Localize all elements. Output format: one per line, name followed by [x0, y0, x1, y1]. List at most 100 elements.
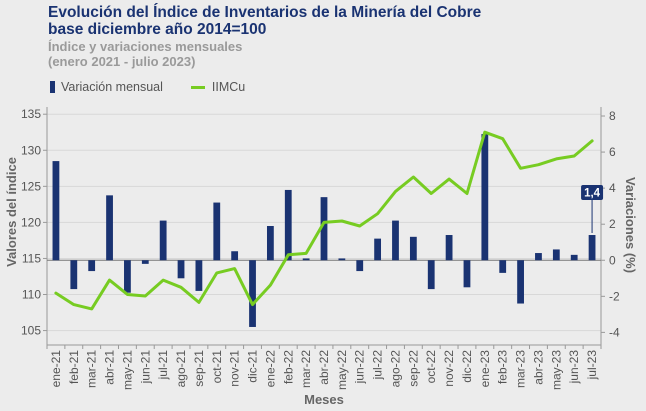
x-tick-label: abr-21 — [103, 350, 117, 385]
chart-subtitle: Índice y variaciones mensuales (enero 20… — [48, 39, 242, 69]
chart-title-line-2: base diciembre año 2014=100 — [48, 21, 267, 38]
x-tick-label: mar-21 — [85, 350, 99, 388]
bar — [356, 260, 364, 272]
x-tick-label: dic-21 — [246, 350, 260, 383]
bar — [52, 161, 60, 261]
x-tick-label: oct-21 — [210, 350, 224, 384]
x-tick-label: feb-22 — [281, 350, 295, 384]
chart-title: Evolución del Índice de Inventarios de l… — [48, 4, 481, 38]
x-tick-label: ago-21 — [174, 350, 188, 388]
bar — [70, 260, 78, 290]
bar — [409, 236, 417, 261]
bar — [284, 189, 292, 261]
bar — [177, 260, 185, 279]
x-tick-label: ene-22 — [263, 350, 277, 388]
bar — [141, 260, 149, 264]
y-right-tick-label: 0 — [609, 253, 616, 267]
x-tick-label: feb-21 — [67, 350, 81, 384]
bar — [588, 235, 596, 261]
legend-line-swatch — [190, 85, 205, 89]
bar — [88, 260, 96, 272]
x-axis-title: Meses — [304, 392, 344, 407]
x-tick-label: ene-23 — [478, 350, 492, 388]
bar — [302, 258, 310, 261]
y-left-tick-label: 105 — [21, 324, 41, 338]
y-right-tick-label: 2 — [609, 217, 616, 231]
y-left-tick-label: 125 — [21, 179, 41, 193]
bar — [552, 249, 560, 261]
x-tick-label: sep-21 — [192, 350, 206, 387]
x-tick-label: jul-22 — [371, 350, 385, 381]
x-tick-label: jun-23 — [567, 350, 581, 385]
legend-label-iimcu: IIMCu — [211, 80, 246, 94]
y-axis-right: -4 -2 0 2 4 6 8 — [601, 109, 620, 339]
y-left-tick-label: 120 — [21, 215, 41, 229]
legend-label-variacion: Variación mensual — [61, 80, 163, 94]
x-tick-label: sep-22 — [406, 350, 420, 387]
y-axis-left-title: Valores del índice — [4, 157, 19, 267]
bar — [249, 260, 256, 327]
x-tick-label: jun-21 — [138, 350, 152, 385]
x-tick-label: ago-22 — [388, 350, 402, 388]
legend-bar-swatch — [50, 81, 55, 93]
chart-subtitle-line-2: (enero 2021 - julio 2023) — [48, 54, 196, 69]
bar — [463, 260, 471, 288]
bar — [231, 251, 239, 261]
x-tick-label: ene-21 — [49, 350, 63, 388]
x-tick-label: may-21 — [120, 350, 134, 390]
y-right-tick-label: 8 — [609, 109, 616, 123]
bar — [445, 235, 453, 261]
bar — [535, 253, 542, 261]
chart-subtitle-line-1: Índice y variaciones mensuales — [48, 39, 243, 54]
bar — [106, 195, 113, 261]
x-tick-label: may-22 — [335, 350, 349, 390]
bar — [320, 197, 328, 261]
y-left-tick-label: 135 — [21, 107, 41, 121]
legend-item-variacion: Variación mensual — [50, 80, 163, 94]
x-tick-label: mar-22 — [299, 350, 313, 388]
y-right-tick-label: 6 — [609, 145, 616, 159]
iimcu-line — [54, 130, 594, 311]
x-tick-label: feb-23 — [496, 350, 510, 384]
line-series — [54, 130, 594, 311]
annotation: 1,4 — [581, 185, 604, 234]
x-tick-label: jul-21 — [156, 350, 170, 381]
bar — [481, 134, 489, 261]
y-right-tick-label: -2 — [609, 289, 620, 303]
bar — [124, 260, 131, 293]
legend-item-iimcu: IIMCu — [190, 80, 246, 94]
bar — [195, 260, 203, 291]
y-left-tick-label: 115 — [22, 251, 41, 265]
annotation-box — [581, 185, 604, 200]
bar-series — [52, 134, 596, 327]
x-tick-label: mar-23 — [514, 350, 528, 388]
y-left-tick-label: 130 — [21, 143, 41, 157]
bar — [374, 238, 382, 261]
y-axis-right-title: Variaciones (%) — [623, 177, 638, 273]
bar — [338, 258, 346, 261]
annotation-label: 1,4 — [584, 188, 601, 200]
x-tick-label: jul-23 — [585, 350, 599, 381]
y-axis-left: 105 110 115 120 125 130 135 — [21, 107, 47, 338]
x-tick-label: may-23 — [549, 350, 563, 390]
x-tick-label: jun-22 — [353, 350, 367, 385]
x-tick-label: nov-22 — [442, 350, 456, 387]
y-left-tick-label: 110 — [22, 288, 41, 302]
bar — [427, 260, 435, 290]
x-tick-label: dic-22 — [460, 350, 474, 383]
bar — [213, 202, 221, 261]
x-tick-label: nov-21 — [228, 350, 242, 387]
bar — [499, 260, 507, 273]
chart-legend: Variación mensual IIMCu — [50, 80, 273, 94]
x-axis: ene-21 feb-21 mar-21 abr-21 may-21 jun-21 jul-… — [46, 345, 602, 390]
bar — [159, 220, 167, 261]
bar — [266, 226, 274, 261]
y-right-tick-label: -4 — [609, 325, 620, 339]
x-tick-label: abr-22 — [317, 350, 331, 385]
x-tick-label: oct-22 — [424, 350, 438, 384]
chart-title-line-1: Evolución del Índice de Inventarios de l… — [48, 4, 482, 21]
bar — [392, 220, 399, 261]
x-tick-label: abr-23 — [531, 350, 545, 385]
y-right-tick-label: 4 — [609, 181, 616, 195]
